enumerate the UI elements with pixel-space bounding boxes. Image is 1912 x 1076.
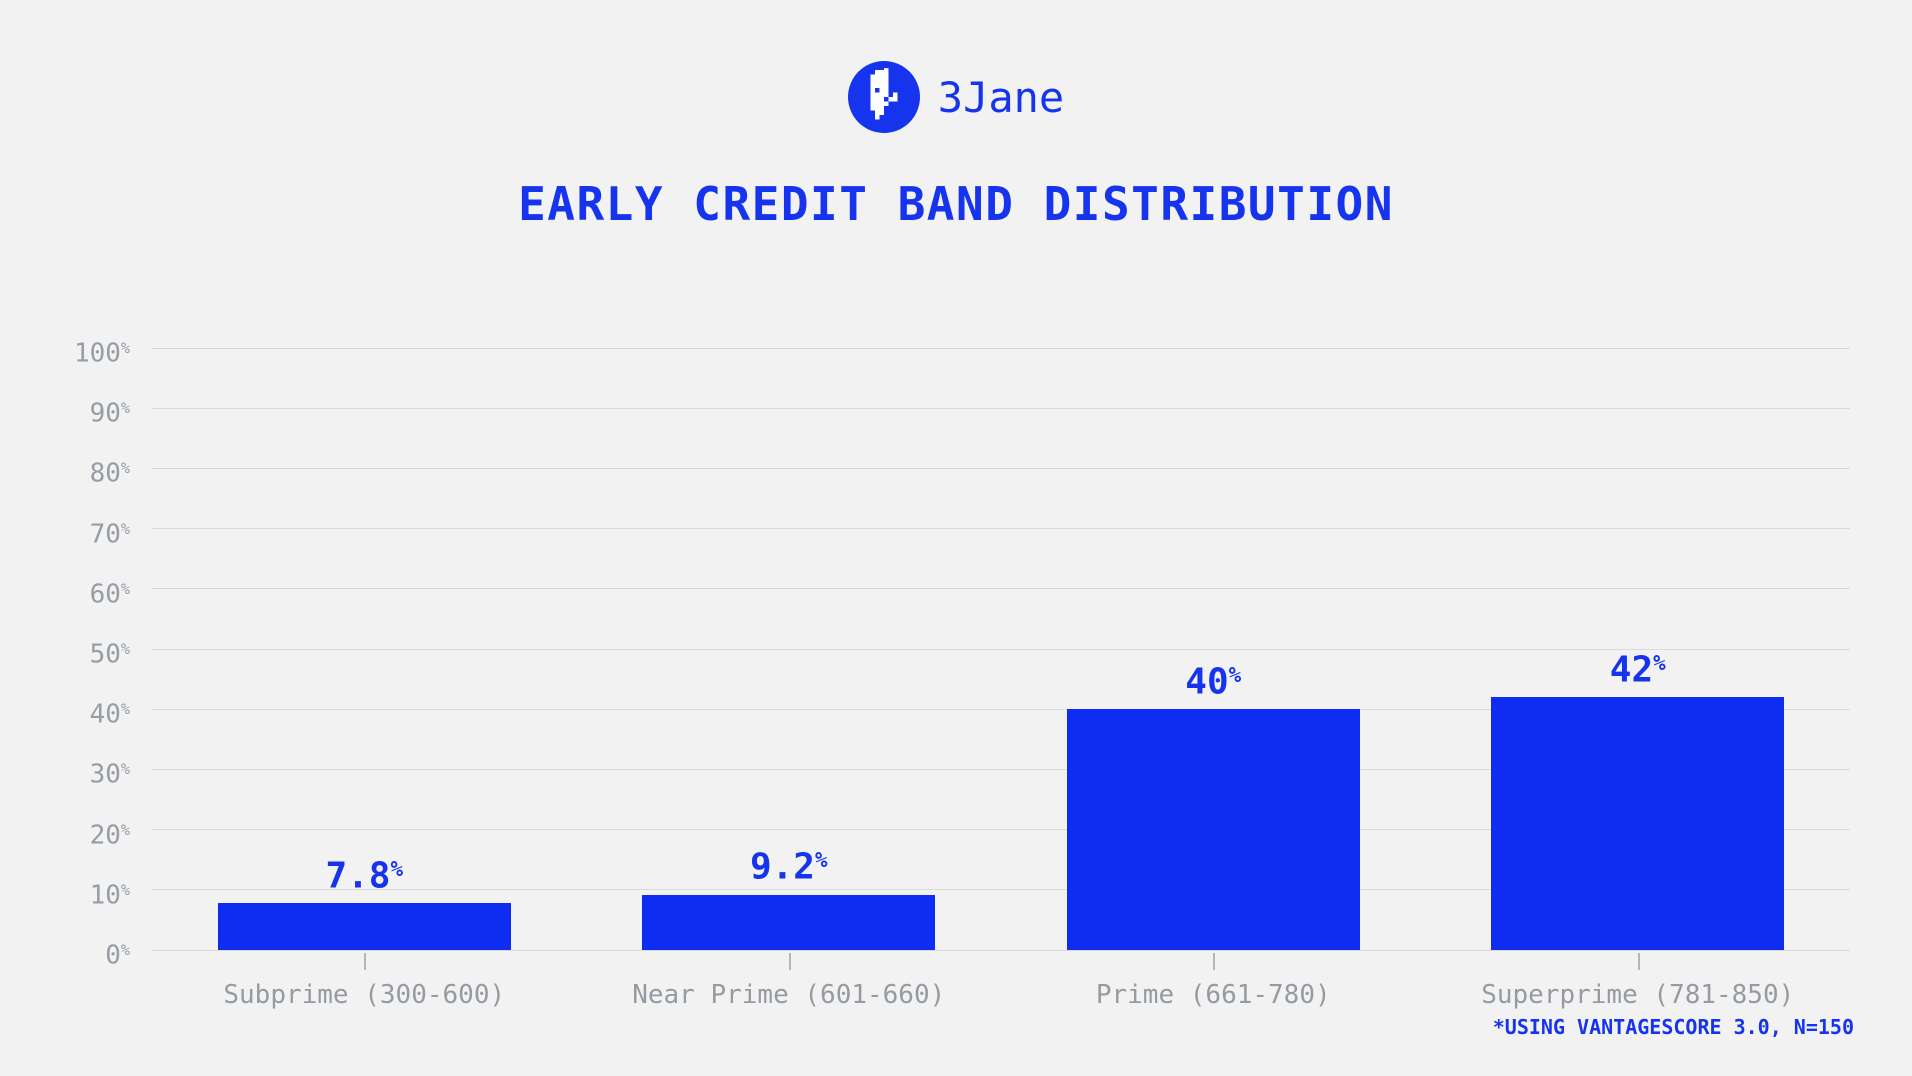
brand-header: 3Jane (0, 60, 1912, 134)
percent-sign: % (120, 339, 130, 357)
percent-sign: % (120, 459, 130, 478)
bar-slot: 7.8% (152, 348, 577, 970)
gridline (152, 648, 1850, 650)
bar-4 (1491, 697, 1785, 950)
gridline (152, 889, 1850, 891)
bar-slots: 7.8% 9.2% 40% 42% (152, 348, 1851, 970)
y-tick-label: 40% (89, 699, 130, 730)
x-tick-label: Superprime (781-850) (1481, 980, 1795, 1010)
y-tick-label: 70% (89, 518, 130, 549)
percent-sign: % (120, 700, 130, 719)
bar-2 (642, 894, 936, 950)
y-tick-label: 50% (89, 639, 130, 670)
bar-value-label: 40% (1185, 661, 1242, 703)
bar-value-label: 7.8% (325, 855, 404, 897)
y-tick-label: 0% (105, 940, 130, 971)
y-tick-label: 100% (73, 338, 130, 369)
gridline (152, 467, 1850, 469)
percent-sign: % (120, 760, 130, 779)
percent-sign: % (120, 820, 130, 839)
x-axis: Subprime (300-600) Near Prime (601-660) Pr… (152, 978, 1850, 1012)
x-axis-tick (1213, 953, 1216, 970)
percent-sign: % (120, 880, 130, 899)
bar-slot: 9.2% (577, 348, 1002, 970)
footnote: *USING VANTAGESCORE 3.0, N=150 (1492, 1015, 1854, 1039)
x-tick-label: Near Prime (601-660) (632, 980, 946, 1010)
percent-sign: % (120, 640, 130, 658)
x-tick-label: Prime (661-780) (1095, 980, 1331, 1010)
percent-sign: % (814, 848, 828, 873)
plot-area: 7.8% 9.2% 40% 42% (152, 347, 1851, 970)
gridline (152, 407, 1850, 409)
gridline (152, 528, 1850, 530)
y-tick-label: 30% (89, 759, 130, 790)
gridline (152, 588, 1850, 590)
gridline (152, 829, 1850, 831)
percent-sign: % (120, 579, 130, 598)
y-tick-label: 80% (89, 458, 130, 489)
gridline (152, 708, 1850, 710)
percent-sign: % (1228, 662, 1242, 687)
x-axis-tick (1637, 953, 1640, 970)
x-tick-label: Subprime (300-600) (223, 980, 506, 1010)
gridline (152, 949, 1850, 951)
x-axis-tick (788, 953, 791, 970)
y-axis: 100% 90% 80% 70% 60% 50% 40% 30% 20% 10% 0% (20, 338, 130, 970)
bar-slot: 40% (1001, 348, 1426, 970)
x-axis-tick (364, 953, 367, 970)
brand-name: 3Jane (937, 72, 1065, 122)
percent-sign: % (390, 856, 404, 881)
percent-sign: % (1653, 650, 1666, 675)
gridline (152, 347, 1850, 349)
y-tick-label: 10% (89, 880, 130, 911)
gridline (152, 768, 1850, 770)
percent-sign: % (120, 519, 130, 538)
chart-title: EARLY CREDIT BAND DISTRIBUTION (518, 177, 1394, 231)
y-tick-label: 90% (89, 398, 130, 429)
y-tick-label: 60% (89, 579, 130, 610)
bar-slot: 42% (1426, 348, 1851, 970)
percent-sign: % (120, 941, 130, 959)
bar-1 (217, 903, 511, 950)
bar-value-label: 9.2% (749, 846, 828, 888)
bar-value-label: 42% (1609, 649, 1666, 691)
3jane-face-logo-icon (847, 61, 920, 133)
y-tick-label: 20% (89, 819, 130, 850)
percent-sign: % (120, 399, 130, 418)
bar-3 (1066, 709, 1360, 950)
